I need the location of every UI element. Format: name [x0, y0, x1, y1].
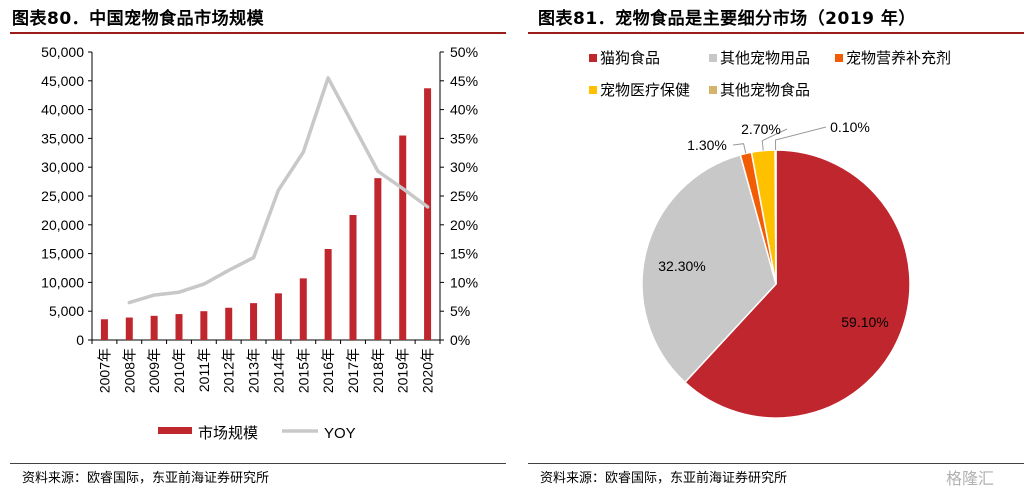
right-y-tick-label: 15% [450, 246, 478, 262]
legend-swatch-猫狗食品 [589, 54, 597, 62]
left-y-tick-label: 20,000 [41, 217, 84, 233]
x-tick-label: 2018年 [370, 348, 386, 393]
x-tick-label: 2008年 [121, 348, 137, 393]
right-y-tick-label: 25% [450, 188, 478, 204]
bar-2016年 [324, 248, 332, 340]
right-y-tick-label: 30% [450, 159, 478, 175]
left-y-tick-label: 50,000 [41, 44, 84, 60]
bar-2015年 [299, 278, 307, 340]
legend-label-宠物医疗保健: 宠物医疗保健 [600, 82, 690, 99]
left-y-tick-label: 45,000 [41, 73, 84, 89]
legend-bar-swatch [158, 427, 192, 434]
left-y-tick-label: 25,000 [41, 188, 84, 204]
left-y-tick-label: 0 [76, 332, 84, 348]
pie-slice-其他宠物食品 [774, 149, 777, 285]
pie-slice-宠物营养补充剂 [739, 151, 777, 285]
right-y-tick-label: 5% [450, 303, 470, 319]
market-size-chart: 0 5,000 10,000 15,000 20,000 25,000 30,000 35,0… [41, 44, 478, 442]
left-y-tick-label: 40,000 [41, 102, 84, 118]
right-y-tick-label: 50% [450, 44, 478, 60]
legend-label-其他宠物食品: 其他宠物食品 [720, 82, 810, 99]
leader-line-宠物医疗保健 [761, 128, 788, 151]
left-source-note: 资料来源：欧睿国际，东亚前海证券研究所 [22, 471, 270, 486]
pie-label-宠物营养补充剂: 1.30% [687, 137, 727, 153]
right-title-rule [528, 32, 1024, 34]
left-title-rule [10, 32, 506, 34]
legend-swatch-宠物医疗保健 [589, 86, 597, 94]
x-tick-label: 2010年 [171, 348, 187, 393]
right-chart-title: 图表81．宠物食品是主要细分市场（2019 年） [538, 9, 916, 29]
legend-swatch-宠物营养补充剂 [835, 54, 843, 62]
x-tick-label: 2015年 [295, 348, 311, 393]
bar-2009年 [150, 315, 158, 340]
bar-2020年 [424, 88, 432, 341]
legend-line-label: YOY [324, 425, 356, 442]
bar-2014年 [274, 293, 282, 340]
right-y-tick-label: 0% [450, 332, 470, 348]
pie-label-宠物医疗保健: 2.70% [741, 121, 781, 137]
pie-slice-猫狗食品 [683, 149, 911, 419]
right-y-tick-label: 45% [450, 73, 478, 89]
right-y-tick-label: 40% [450, 102, 478, 118]
left-chart-title: 图表80．中国宠物食品市场规模 [12, 9, 265, 29]
legend-swatch-其他宠物用品 [709, 54, 717, 62]
bar-2018年 [374, 178, 382, 340]
bar-2017年 [349, 215, 357, 340]
legend-label-宠物营养补充剂: 宠物营养补充剂 [846, 50, 951, 67]
left-source-rule [10, 463, 506, 464]
bar-2007年 [100, 319, 108, 340]
left-y-tick-label: 30,000 [41, 159, 84, 175]
pie-slice-其他宠物用品 [641, 153, 777, 384]
legend-swatch-其他宠物食品 [709, 86, 717, 94]
x-tick-label: 2016年 [320, 348, 336, 393]
bar-2019年 [399, 135, 407, 340]
left-y-tick-label: 5,000 [49, 303, 84, 319]
x-tick-label: 2020年 [420, 348, 436, 393]
right-y-tick-label: 10% [450, 274, 478, 290]
yoy-line [127, 76, 430, 305]
pie-slice-宠物医疗保健 [750, 149, 777, 285]
x-tick-label: 2007年 [96, 348, 112, 393]
bar-2010年 [175, 314, 183, 340]
legend-label-其他宠物用品: 其他宠物用品 [720, 50, 810, 67]
x-tick-label: 2017年 [345, 348, 361, 393]
bar-2008年 [125, 317, 133, 340]
x-tick-label: 2012年 [221, 348, 237, 393]
right-source-note: 资料来源：欧睿国际，东亚前海证券研究所 [540, 471, 788, 486]
watermark-logo: 格隆汇 [946, 469, 995, 488]
right-y-tick-label: 20% [450, 217, 478, 233]
left-y-tick-label: 15,000 [41, 246, 84, 262]
pie-label-其他宠物用品: 32.30% [658, 258, 705, 274]
bar-2012年 [225, 307, 233, 340]
x-tick-label: 2019年 [395, 348, 411, 393]
right-source-rule [528, 463, 1024, 464]
right-y-tick-label: 35% [450, 130, 478, 146]
bar-2011年 [200, 311, 208, 340]
pie-label-猫狗食品: 59.10% [841, 314, 888, 330]
left-y-tick-label: 35,000 [41, 130, 84, 146]
x-tick-label: 2011年 [196, 348, 212, 392]
bar-2013年 [250, 303, 258, 340]
x-tick-label: 2009年 [146, 348, 162, 393]
legend-label-猫狗食品: 猫狗食品 [600, 50, 660, 67]
leader-line-其他宠物食品 [774, 126, 827, 151]
left-y-tick-label: 10,000 [41, 274, 84, 290]
pie-label-其他宠物食品: 0.10% [830, 119, 870, 135]
x-tick-label: 2014年 [270, 348, 286, 393]
legend-bar-label: 市场规模 [198, 425, 258, 442]
leader-line-宠物营养补充剂 [732, 143, 747, 154]
x-tick-label: 2013年 [246, 348, 262, 393]
